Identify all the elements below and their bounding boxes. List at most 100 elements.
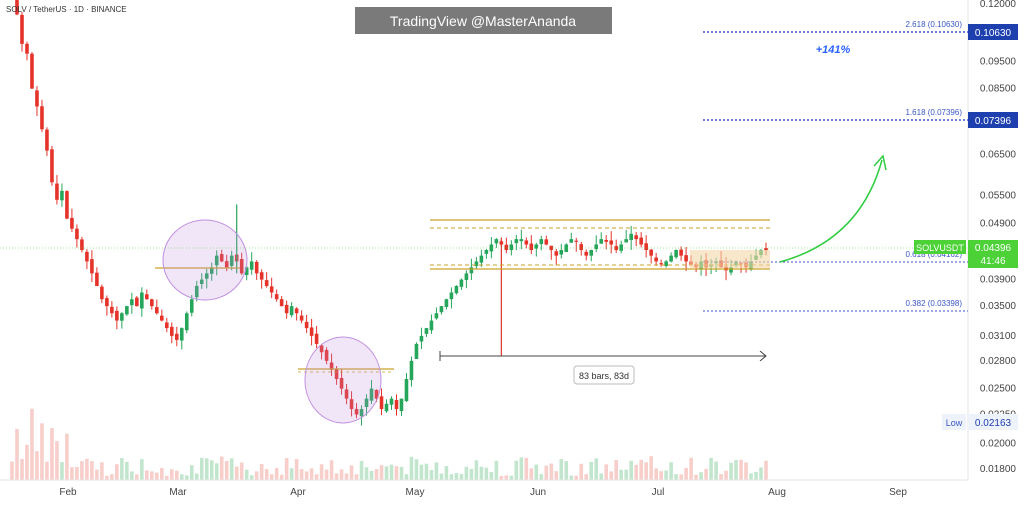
volume-bar xyxy=(464,466,469,480)
candle-body xyxy=(189,299,194,313)
volume-bar xyxy=(254,471,259,480)
fib-2618-tag xyxy=(968,24,1018,40)
volume-bar xyxy=(374,469,379,480)
candle-body xyxy=(194,285,199,298)
volume-bar xyxy=(474,460,479,480)
volume-bar xyxy=(434,462,439,480)
candle-body xyxy=(649,249,653,256)
candle-body xyxy=(534,244,539,249)
volume-bar xyxy=(294,458,299,480)
volume-bar xyxy=(414,459,419,480)
candle-body xyxy=(354,408,359,415)
watermark-text: TradingView @MasterAnanda xyxy=(390,13,576,29)
candle-body xyxy=(489,244,494,252)
candle-body xyxy=(474,261,479,267)
volume-bar xyxy=(145,470,149,480)
candle-body xyxy=(174,333,179,340)
volume-bar xyxy=(714,461,718,480)
volume-bar xyxy=(95,469,99,480)
volume-bar xyxy=(130,471,134,480)
candle-body xyxy=(564,244,569,253)
candle-body xyxy=(444,299,449,307)
fib-0382-label: 0.382 (0.03398) xyxy=(906,299,963,308)
candle-body xyxy=(135,297,139,307)
candle-body xyxy=(394,400,399,410)
volume-bar xyxy=(759,467,763,480)
volume-bar xyxy=(284,457,289,480)
time-axis: Feb Mar Apr May Jun Jul Aug Sep xyxy=(59,487,907,498)
volume-bar xyxy=(160,467,164,480)
volume-bar xyxy=(274,467,279,480)
volume-bar xyxy=(679,474,683,480)
volume-bar xyxy=(639,459,643,480)
volume-bar xyxy=(349,465,354,480)
candle-body xyxy=(504,244,509,251)
volume-bar xyxy=(209,460,214,480)
volume-bar xyxy=(734,460,738,480)
volume-bar xyxy=(684,467,688,480)
candle-body xyxy=(594,244,599,250)
candle-body xyxy=(599,239,604,244)
volume-bar xyxy=(529,468,534,480)
volume-bar xyxy=(229,458,234,480)
candle-body xyxy=(279,299,284,307)
volume-bar xyxy=(629,460,633,480)
volume-bar xyxy=(329,460,334,480)
volume-bar xyxy=(754,471,758,480)
candle-body xyxy=(239,259,244,274)
volume-bar xyxy=(309,468,314,480)
candle-body xyxy=(349,399,354,410)
volume-bar xyxy=(699,472,703,480)
candle-body xyxy=(764,248,768,251)
volume-bar xyxy=(60,462,64,480)
volume-bar xyxy=(469,468,474,480)
volume-bar xyxy=(10,461,14,480)
volume-bar xyxy=(589,461,594,480)
candle-body xyxy=(60,190,64,201)
candle-body xyxy=(589,250,594,256)
time-tick-label: Sep xyxy=(889,487,907,498)
range-highlight xyxy=(690,250,770,268)
candle-body xyxy=(359,409,364,417)
volume-bar xyxy=(164,475,169,480)
volume-bar xyxy=(115,464,119,480)
candle-body xyxy=(439,306,444,313)
candle-body xyxy=(289,306,294,316)
watermark-box xyxy=(355,7,612,34)
candle-body xyxy=(389,398,394,405)
candle-body xyxy=(484,250,489,254)
timer-text: 41:46 xyxy=(980,256,1005,267)
candle-body xyxy=(549,245,554,251)
volume-bar xyxy=(594,458,599,480)
volume-bar xyxy=(264,469,269,480)
candle-body xyxy=(100,286,104,300)
candle-body xyxy=(404,379,409,402)
candle-body xyxy=(179,328,184,341)
candle-body xyxy=(514,239,519,244)
candle-body xyxy=(25,43,29,54)
candle-body xyxy=(629,233,633,241)
volume-bar xyxy=(214,463,219,480)
candle-body xyxy=(674,250,678,258)
volume-bar xyxy=(15,428,19,480)
time-tick-label: Jun xyxy=(530,487,546,498)
candle-body xyxy=(120,313,124,321)
volume-bar xyxy=(224,460,229,480)
volume-bar xyxy=(389,464,394,480)
volume-bar xyxy=(574,475,579,480)
candle-body xyxy=(559,250,564,255)
volume-bar xyxy=(394,466,399,480)
price-tick-label: 0.08500 xyxy=(980,84,1017,95)
candle-body xyxy=(70,217,74,229)
price-axis: 0.12000 0.09500 0.08500 0.06500 0.05500 0.049… xyxy=(980,0,1017,475)
candle-body xyxy=(269,286,274,293)
candle-body xyxy=(659,263,663,265)
volume-bar xyxy=(764,460,768,480)
symbol-tag-text: SOLVUSDT xyxy=(916,243,964,253)
candle-body xyxy=(95,272,99,286)
volume-bar xyxy=(454,473,459,480)
candle-body xyxy=(30,53,34,89)
candle-body xyxy=(209,267,214,274)
candle-body xyxy=(374,389,379,399)
